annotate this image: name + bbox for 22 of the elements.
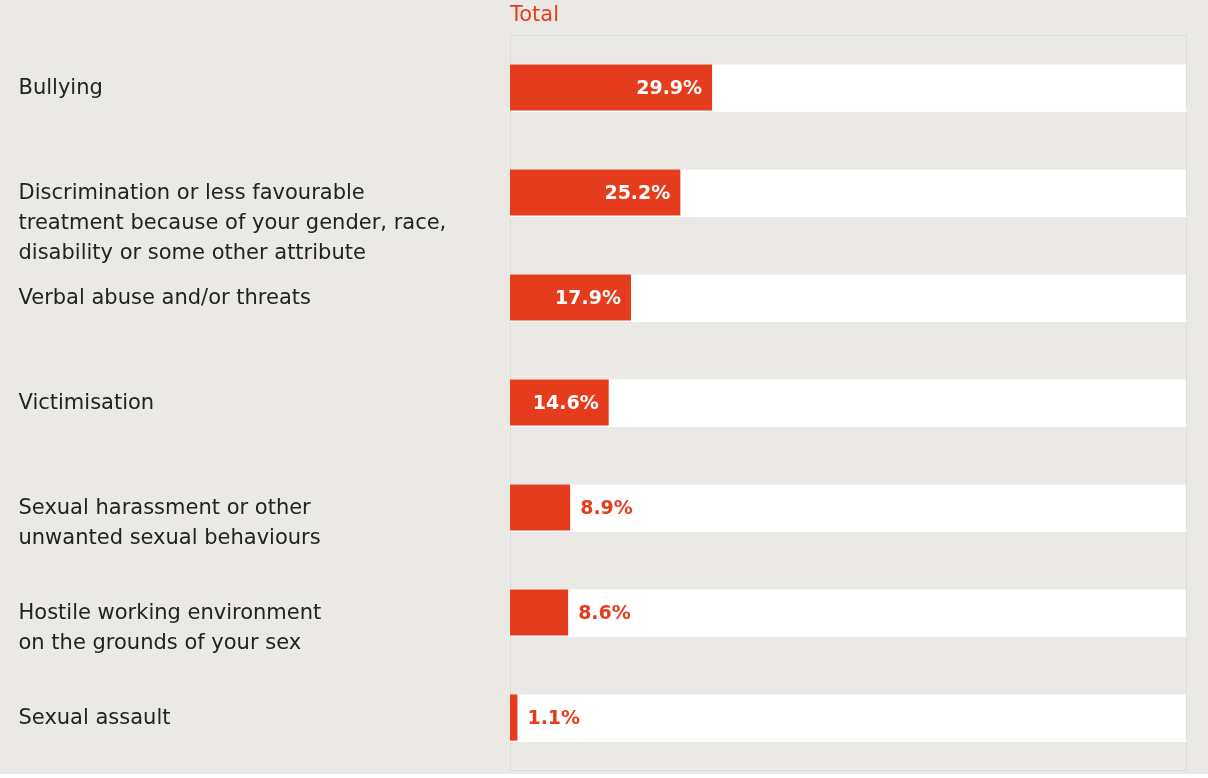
bar xyxy=(510,589,569,636)
y-tick-label: Sexual harassment or other unwanted sexual behaviours xyxy=(18,494,321,549)
bar xyxy=(510,274,631,321)
bar xyxy=(510,379,609,426)
data-label: 29.9% xyxy=(636,75,703,98)
y-tick-label: Discrimination or less favourable treatment because of your gender, race, disability or some other attribute xyxy=(18,179,447,264)
data-label: 25.2% xyxy=(604,180,671,203)
data-label: 17.9% xyxy=(555,285,621,308)
y-tick-label: Verbal abuse and/or threats xyxy=(18,284,311,309)
data-label: 8.9% xyxy=(580,495,633,518)
chart-title: Total xyxy=(509,2,560,26)
y-tick-label: Sexual assault xyxy=(18,704,171,729)
y-tick-label: Hostile working environment on the grounds of your sex xyxy=(18,599,322,654)
bar xyxy=(510,169,681,216)
bar xyxy=(510,484,571,531)
data-label: 8.6% xyxy=(578,600,631,623)
data-label: 1.1% xyxy=(527,705,581,728)
bar xyxy=(510,694,518,741)
data-label: 14.6% xyxy=(532,390,599,413)
y-tick-label: Victimisation xyxy=(18,389,155,414)
bar xyxy=(510,64,713,111)
y-tick-label: Bullying xyxy=(18,74,103,99)
